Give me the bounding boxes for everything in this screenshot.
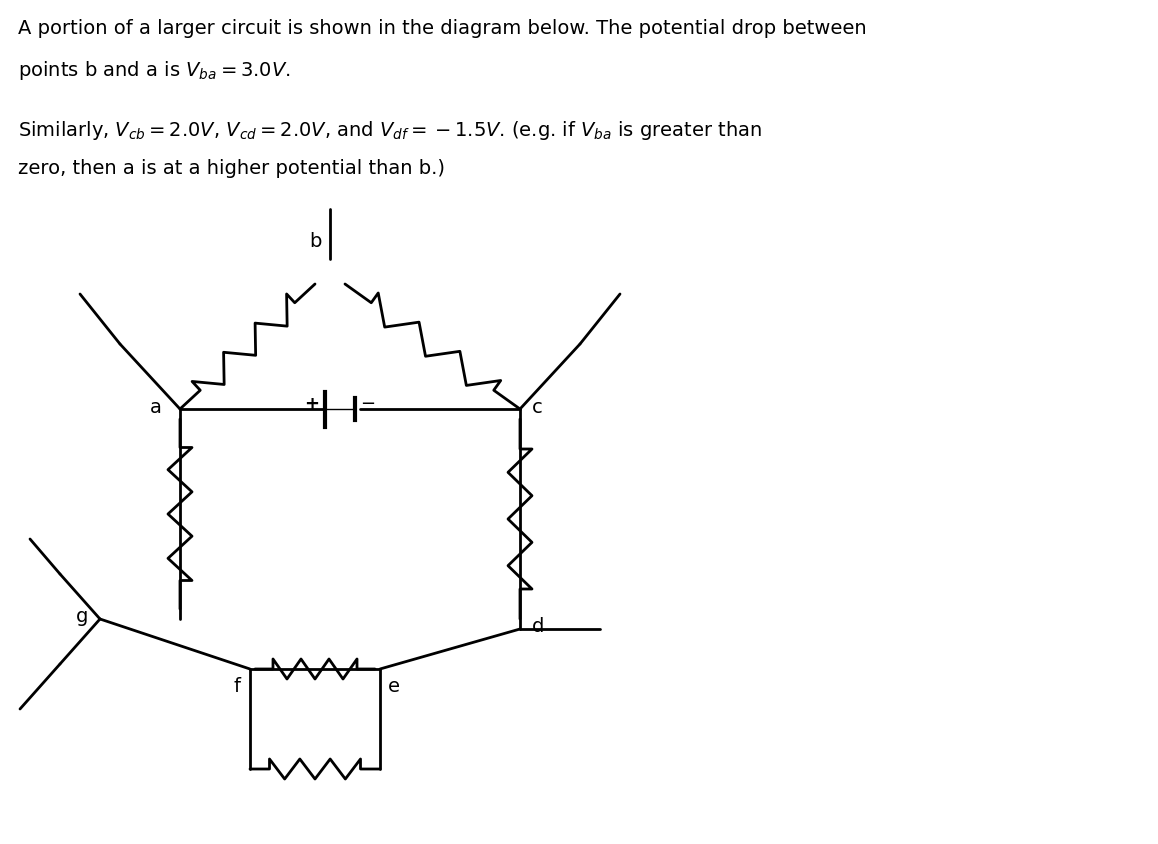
Text: Similarly, $V_{cb} = 2.0V$, $V_{cd} = 2.0V$, and $V_{df} = -1.5V$. (e.g. if $V_{: Similarly, $V_{cb} = 2.0V$, $V_{cd} = 2.…	[19, 119, 762, 142]
Text: zero, then a is at a higher potential than b.): zero, then a is at a higher potential th…	[19, 159, 445, 178]
Text: A portion of a larger circuit is shown in the diagram below. The potential drop : A portion of a larger circuit is shown i…	[19, 19, 866, 38]
Text: points b and a is $V_{ba} = 3.0V$.: points b and a is $V_{ba} = 3.0V$.	[19, 59, 291, 82]
Text: c: c	[532, 398, 543, 416]
Text: d: d	[532, 618, 544, 636]
Text: e: e	[388, 677, 400, 696]
Text: +: +	[305, 395, 320, 413]
Text: b: b	[309, 232, 322, 251]
Text: f: f	[233, 677, 240, 696]
Text: g: g	[75, 608, 88, 626]
Text: a: a	[151, 398, 162, 416]
Text: −: −	[360, 395, 375, 413]
